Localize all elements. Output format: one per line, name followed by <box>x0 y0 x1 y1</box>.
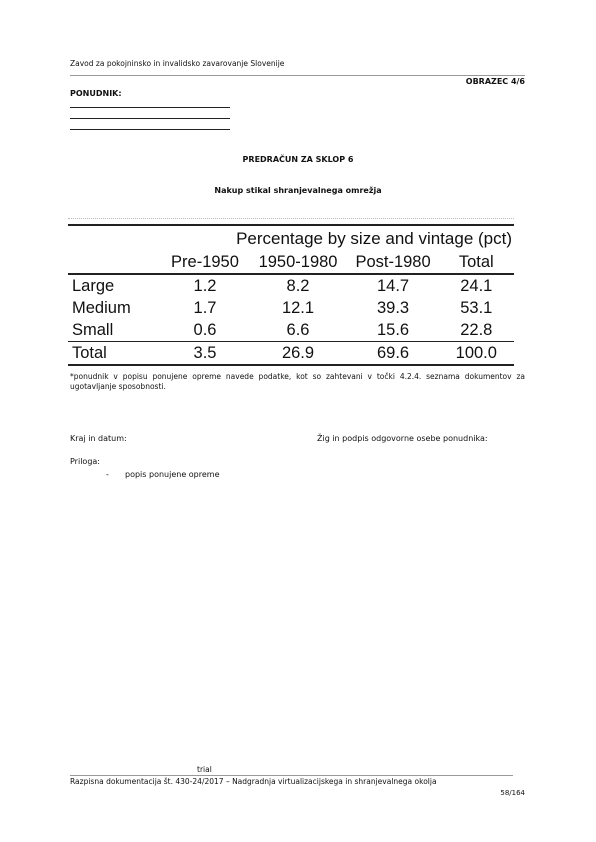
table-cell: 39.3 <box>376 299 410 317</box>
table-cell: 6.6 <box>286 321 310 339</box>
row-label: Small <box>72 321 114 339</box>
footnote: *ponudnik v popisu ponujene opreme naved… <box>70 372 525 391</box>
page-title: PREDRAČUN ZA SKLOP 6 <box>242 155 354 164</box>
table-cell: 3.5 <box>193 344 217 362</box>
bidder-line-1 <box>70 107 230 108</box>
col-header: Total <box>458 253 494 271</box>
row-label: Medium <box>72 299 131 317</box>
form-code: OBRAZEC 4/6 <box>465 77 525 86</box>
col-header: Pre-1950 <box>171 253 239 271</box>
table-cell: 24.1 <box>460 277 493 295</box>
attachments-label: Priloga: <box>70 457 100 466</box>
footer-rule <box>70 775 513 776</box>
table-row: Small 0.6 6.6 15.6 22.8 <box>68 319 514 342</box>
page-number: 58/164 <box>500 789 525 797</box>
col-header: 1950-1980 <box>258 253 338 271</box>
col-header: Post-1980 <box>355 253 431 271</box>
table-cell: 22.8 <box>460 321 493 339</box>
place-date-label: Kraj in datum: <box>70 434 127 443</box>
vintage-table-image: Percentage by size and vintage (pct) Pre… <box>68 218 514 370</box>
table-cell: 15.6 <box>376 321 410 339</box>
stamp-signature-label: Žig in podpis odgovorne osebe ponudnika: <box>317 434 488 443</box>
table-row: Medium 1.7 12.1 39.3 53.1 <box>68 297 514 319</box>
trial-watermark: trial <box>197 765 212 774</box>
footer-text: Razpisna dokumentacija št. 430-24/2017 –… <box>70 777 437 786</box>
table-total-row: Total 3.5 26.9 69.6 100.0 <box>68 341 514 365</box>
institution-name: Zavod za pokojninsko in invalidsko zavar… <box>70 59 285 68</box>
table-row: Large 1.2 8.2 14.7 24.1 <box>68 274 514 297</box>
table-caption: Percentage by size and vintage (pct) <box>236 228 512 248</box>
list-bullet: - <box>106 470 109 479</box>
table-cell: 1.2 <box>193 277 217 295</box>
header-rule <box>70 75 525 76</box>
table-cell: 26.9 <box>281 344 315 362</box>
page-subtitle: Nakup stikal shranjevalnega omrežja <box>214 186 382 195</box>
row-label: Total <box>72 344 107 362</box>
bidder-label: PONUDNIK: <box>70 89 122 98</box>
table-cell: 14.7 <box>376 277 410 295</box>
table-header-row: Pre-1950 1950-1980 Post-1980 Total <box>68 251 514 274</box>
table-cell: 69.6 <box>376 344 410 362</box>
bidder-line-2 <box>70 118 230 119</box>
table-top-edge <box>68 218 514 219</box>
table-cell: 12.1 <box>281 299 315 317</box>
row-label: Large <box>72 277 115 295</box>
vintage-table: Percentage by size and vintage (pct) Pre… <box>68 224 514 366</box>
table-cell: 8.2 <box>286 277 310 295</box>
table-cell: 100.0 <box>455 344 497 362</box>
table-cell: 1.7 <box>193 299 217 317</box>
list-item: popis ponujene opreme <box>125 470 220 479</box>
table-cell: 0.6 <box>193 321 217 339</box>
table-cell: 53.1 <box>460 299 493 317</box>
table-caption-row: Percentage by size and vintage (pct) <box>68 225 514 251</box>
bidder-line-3 <box>70 129 230 130</box>
